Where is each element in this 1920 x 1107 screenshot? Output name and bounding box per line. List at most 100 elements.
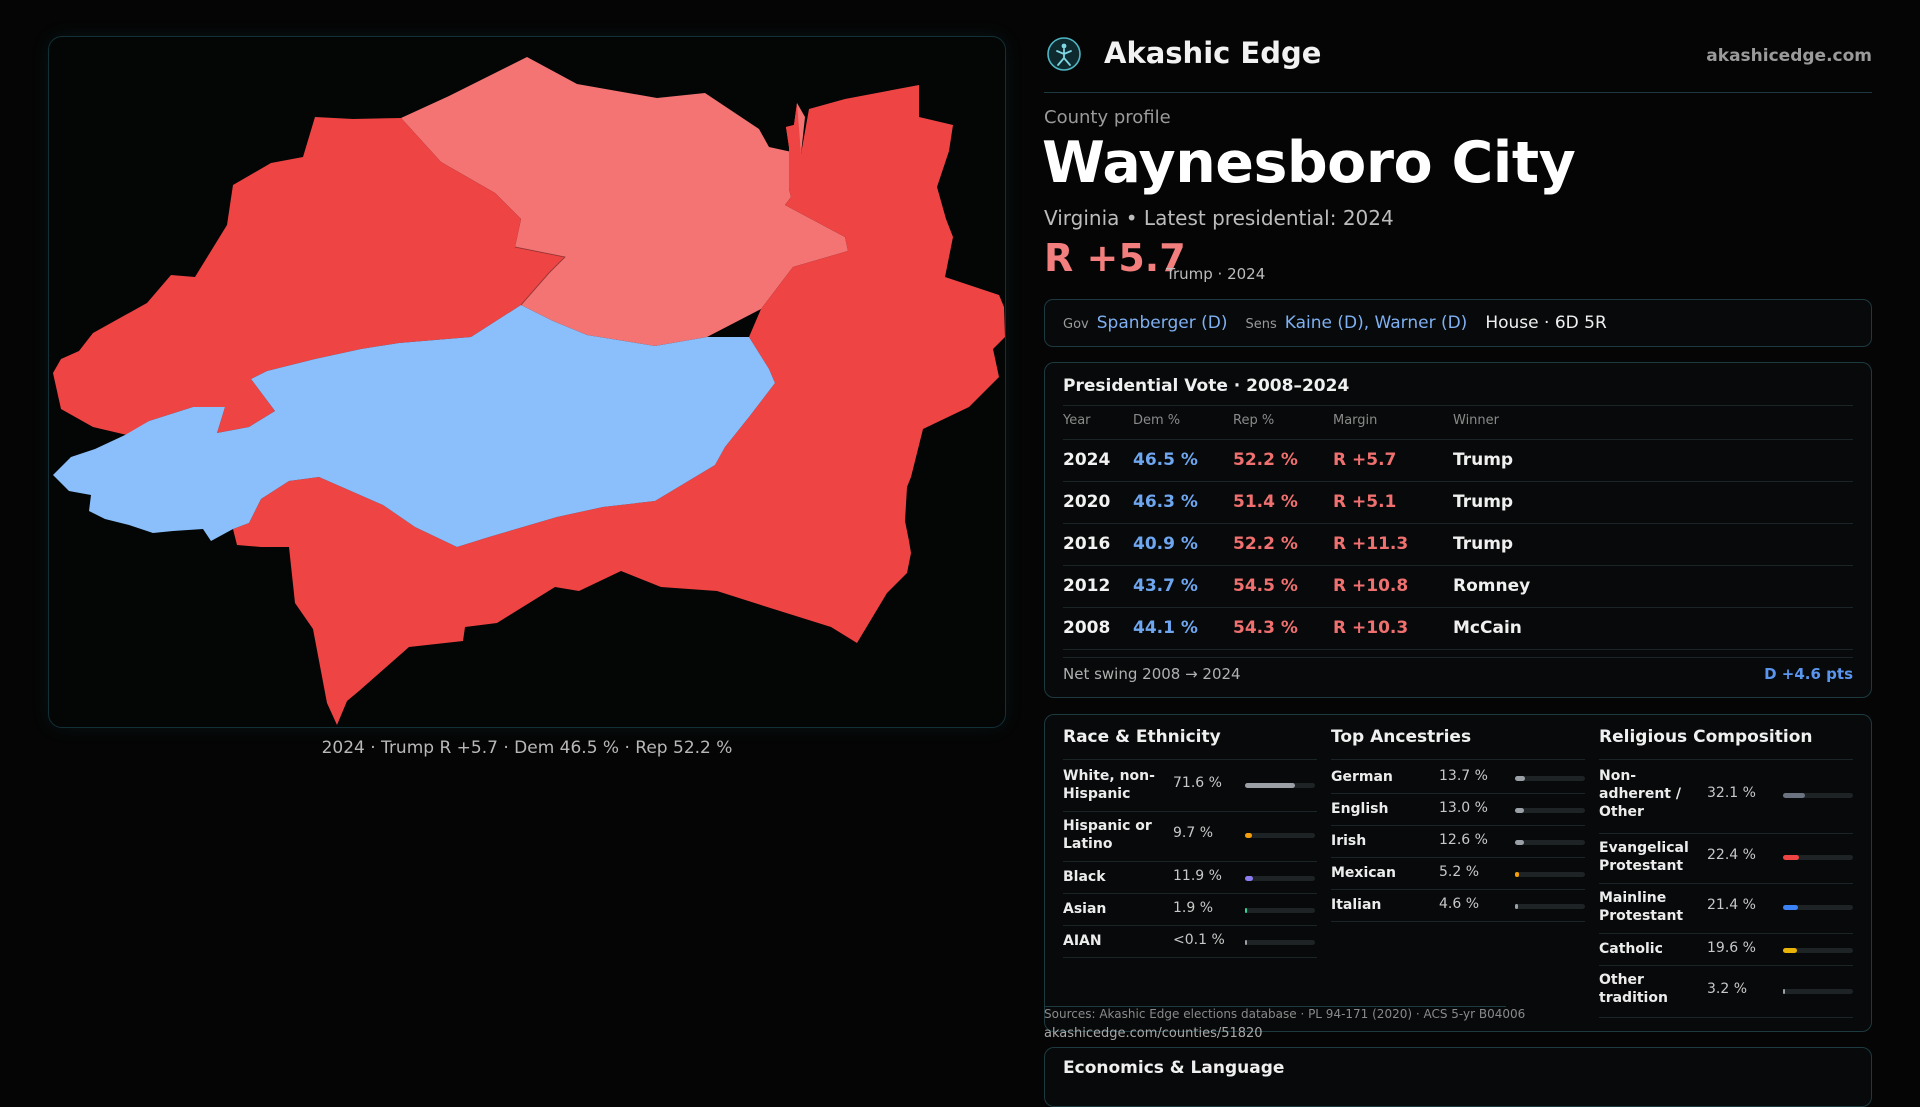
latest-margin: R +5.7 [1044, 236, 1186, 280]
item-label: Mainline Protestant [1599, 890, 1684, 924]
item-label: Evangelical Protestant [1599, 840, 1689, 874]
race-ethnicity-section: Race & Ethnicity White, non-Hispanic 71.6… [1063, 715, 1317, 1015]
cell-winner: Romney [1453, 576, 1531, 596]
share-bar [1515, 872, 1585, 877]
col-header-rep: Rep % [1233, 413, 1275, 428]
race-ethnicity-title: Race & Ethnicity [1063, 727, 1221, 747]
share-bar-fill [1783, 855, 1799, 860]
cell-winner: Trump [1453, 450, 1514, 470]
cell-winner: Trump [1453, 534, 1514, 554]
share-bar-fill [1245, 833, 1252, 838]
share-bar-fill [1515, 904, 1519, 909]
cell-margin: R +5.7 [1333, 450, 1397, 470]
map-caption: 2024 · Trump R +5.7 · Dem 46.5 % · Rep 5… [321, 738, 733, 758]
ancestry-section: Top Ancestries German 13.7 % English 13.0 %… [1331, 715, 1585, 1015]
item-label: English [1331, 801, 1389, 817]
share-bar [1783, 989, 1853, 994]
presidential-vote-card: Presidential Vote · 2008–2024 Year Dem %… [1044, 362, 1872, 698]
cell-year: 2020 [1063, 492, 1111, 512]
col-header-winner: Winner [1453, 413, 1500, 428]
cell-winner: Trump [1453, 492, 1514, 512]
list-item[interactable]: Asian 1.9 % [1063, 893, 1317, 926]
share-bar [1783, 855, 1853, 860]
item-value: 22.4 % [1707, 847, 1756, 863]
item-value: 9.7 % [1173, 825, 1214, 841]
cell-dem: 44.1 % [1133, 618, 1198, 638]
cell-rep: 52.2 % [1233, 534, 1298, 554]
item-value: 21.4 % [1707, 897, 1756, 913]
share-bar [1245, 783, 1315, 788]
county-map[interactable] [48, 36, 1006, 728]
share-bar [1783, 905, 1853, 910]
county-profile-panel: Akashic Edge akashicedge.com County prof… [1042, 0, 1872, 1107]
share-bar [1783, 793, 1853, 798]
list-item[interactable]: Mainline Protestant 21.4 % [1599, 883, 1853, 934]
item-value: 12.6 % [1439, 832, 1488, 848]
share-bar-fill [1515, 872, 1519, 877]
item-label: Hispanic or Latino [1063, 818, 1152, 852]
map-precinct-east[interactable] [233, 85, 1005, 725]
map-precinct-northwest[interactable] [53, 117, 565, 435]
share-bar-fill [1245, 783, 1296, 788]
item-label: Black [1063, 869, 1106, 885]
list-item[interactable]: Irish 12.6 % [1331, 825, 1585, 858]
share-bar [1515, 776, 1585, 781]
list-item[interactable]: Catholic 19.6 % [1599, 933, 1853, 966]
presidential-vote-title: Presidential Vote · 2008–2024 [1063, 376, 1350, 396]
permalink[interactable]: akashicedge.com/counties/51820 [1044, 1026, 1263, 1041]
item-label: Irish [1331, 833, 1367, 849]
share-bar-fill [1515, 840, 1524, 845]
item-value: 4.6 % [1439, 896, 1480, 912]
senators-link[interactable]: Kaine (D), Warner (D) [1284, 313, 1468, 333]
list-item[interactable]: Italian 4.6 % [1331, 889, 1585, 922]
governor-label: Gov [1063, 317, 1089, 332]
list-item[interactable]: Evangelical Protestant 22.4 % [1599, 833, 1853, 884]
share-bar-fill [1783, 948, 1797, 953]
list-item[interactable]: English 13.0 % [1331, 793, 1585, 826]
item-label: Italian [1331, 897, 1382, 913]
share-bar-fill [1515, 776, 1525, 781]
list-item[interactable]: Non-adherent / Other 32.1 % [1599, 761, 1853, 834]
cell-winner: McCain [1453, 618, 1522, 638]
page-subtitle: Virginia • Latest presidential: 2024 [1044, 206, 1394, 230]
county-map-svg [53, 57, 1005, 725]
table-row[interactable]: 2024 46.5 % 52.2 % R +5.7 Trump [1063, 440, 1853, 482]
table-row[interactable]: 2016 40.9 % 52.2 % R +11.3 Trump [1063, 524, 1853, 566]
ancestry-title: Top Ancestries [1331, 727, 1472, 747]
list-item[interactable]: Other tradition 3.2 % [1599, 965, 1853, 1018]
net-swing-value: D +4.6 pts [1764, 665, 1853, 683]
list-item[interactable]: AIAN <0.1 % [1063, 925, 1317, 958]
table-row[interactable]: 2012 43.7 % 54.5 % R +10.8 Romney [1063, 566, 1853, 608]
cell-dem: 46.5 % [1133, 450, 1198, 470]
list-item[interactable]: Hispanic or Latino 9.7 % [1063, 811, 1317, 862]
site-domain-link[interactable]: akashicedge.com [1706, 46, 1872, 66]
akashic-edge-logo-icon[interactable] [1046, 36, 1082, 72]
page-title: Waynesboro City [1042, 130, 1576, 196]
brand-name[interactable]: Akashic Edge [1104, 36, 1322, 70]
share-bar-fill [1783, 793, 1806, 798]
share-bar-fill [1245, 908, 1247, 913]
table-row[interactable]: 2020 46.3 % 51.4 % R +5.1 Trump [1063, 482, 1853, 524]
item-value: 13.7 % [1439, 768, 1488, 784]
list-item[interactable]: Mexican 5.2 % [1331, 857, 1585, 890]
item-value: 1.9 % [1173, 900, 1214, 916]
share-bar [1245, 908, 1315, 913]
list-item[interactable]: German 13.7 % [1331, 761, 1585, 794]
item-label: Non-adherent / Other [1599, 768, 1681, 820]
net-swing-label: Net swing 2008 → 2024 [1063, 665, 1241, 683]
cell-rep: 52.2 % [1233, 450, 1298, 470]
table-row[interactable]: 2008 44.1 % 54.3 % R +10.3 McCain [1063, 608, 1853, 650]
governor-link[interactable]: Spanberger (D) [1096, 313, 1228, 333]
religion-title: Religious Composition [1599, 727, 1813, 747]
map-precinct-north[interactable] [401, 57, 848, 346]
item-label: German [1331, 769, 1393, 785]
map-precinct-central[interactable] [53, 305, 775, 547]
list-item[interactable]: White, non-Hispanic 71.6 % [1063, 761, 1317, 812]
item-value: 3.2 % [1707, 981, 1748, 997]
cell-dem: 46.3 % [1133, 492, 1198, 512]
col-header-dem: Dem % [1133, 413, 1181, 428]
list-item[interactable]: Black 11.9 % [1063, 861, 1317, 894]
cell-rep: 54.3 % [1233, 618, 1298, 638]
economics-card: Economics & Language [1044, 1047, 1872, 1107]
header: Akashic Edge akashicedge.com [1044, 32, 1872, 93]
